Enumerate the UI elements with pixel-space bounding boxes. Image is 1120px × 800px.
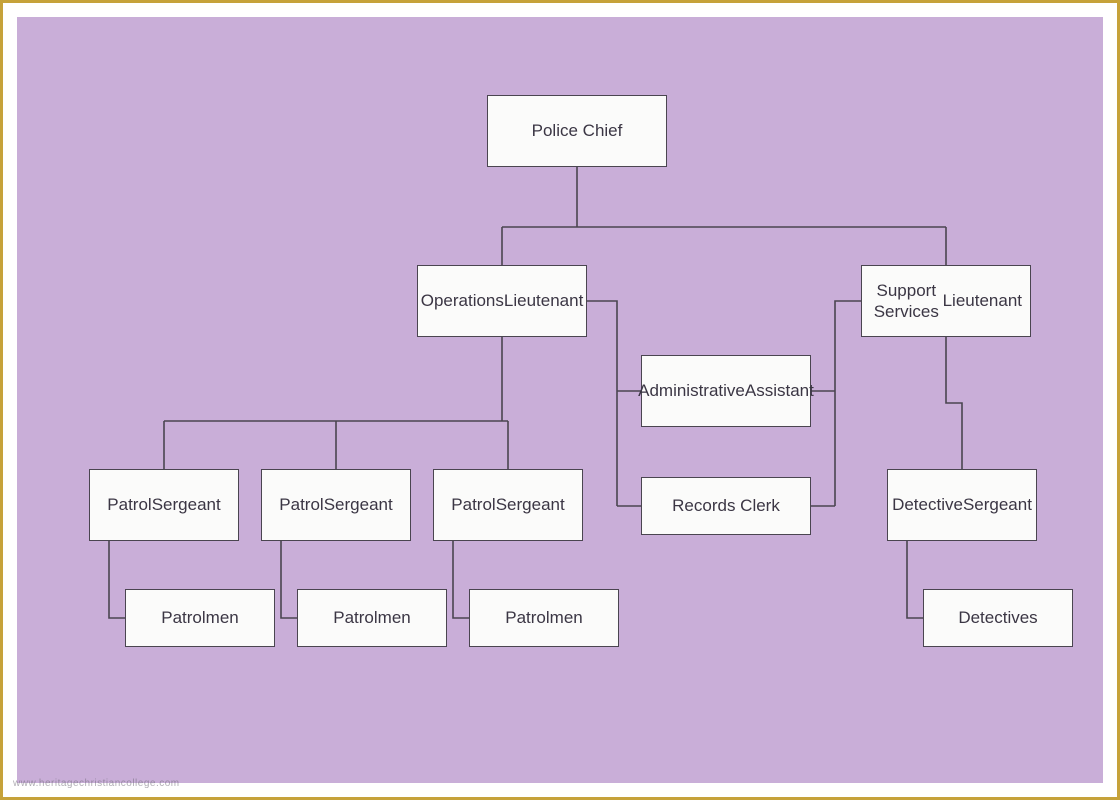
node-detectives: Detectives xyxy=(923,589,1073,647)
node-support_lt: Support ServicesLieutenant xyxy=(861,265,1031,337)
node-ps1: PatrolSergeant xyxy=(89,469,239,541)
org-chart-frame: Police Chief OperationsLieutenant Support … xyxy=(0,0,1120,800)
node-ps3: PatrolSergeant xyxy=(433,469,583,541)
org-chart-canvas: Police Chief OperationsLieutenant Support … xyxy=(17,17,1103,783)
node-pm2: Patrolmen xyxy=(297,589,447,647)
node-records: Records Clerk xyxy=(641,477,811,535)
node-det_sgt: DetectiveSergeant xyxy=(887,469,1037,541)
node-pm3: Patrolmen xyxy=(469,589,619,647)
node-ps2: PatrolSergeant xyxy=(261,469,411,541)
node-admin: AdministrativeAssistant xyxy=(641,355,811,427)
watermark-text: www.heritagechristiancollege.com xyxy=(13,778,180,789)
node-chief: Police Chief xyxy=(487,95,667,167)
node-ops_lt: OperationsLieutenant xyxy=(417,265,587,337)
node-pm1: Patrolmen xyxy=(125,589,275,647)
